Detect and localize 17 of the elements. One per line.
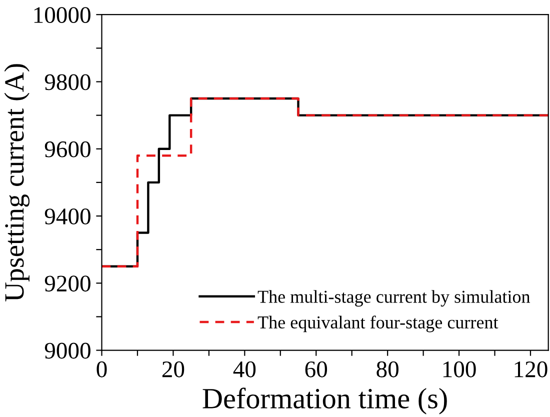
y-tick-label: 10000	[34, 7, 90, 24]
legend-label: The equivalant four-stage current	[258, 316, 498, 332]
x-tick-label: 80	[376, 361, 398, 378]
y-tick-label: 9000	[44, 342, 90, 359]
x-tick-label: 120	[514, 361, 548, 378]
y-tick-label: 9800	[44, 74, 90, 90]
y-tick-label: 9200	[44, 276, 90, 292]
x-tick-label: 60	[305, 361, 328, 378]
x-tick-label: 40	[233, 361, 256, 378]
x-tick-label: 100	[443, 361, 476, 378]
y-axis-title: Upsetting current (A)	[4, 64, 30, 302]
y-tick-label: 9400	[44, 208, 90, 224]
x-tick-label: 20	[162, 361, 184, 378]
legend-label: The multi-stage current by simulation	[258, 290, 530, 307]
x-tick-label: 0	[96, 361, 107, 378]
x-axis-title: Deformation time (s)	[202, 388, 447, 414]
y-tick-label: 9600	[44, 141, 90, 158]
